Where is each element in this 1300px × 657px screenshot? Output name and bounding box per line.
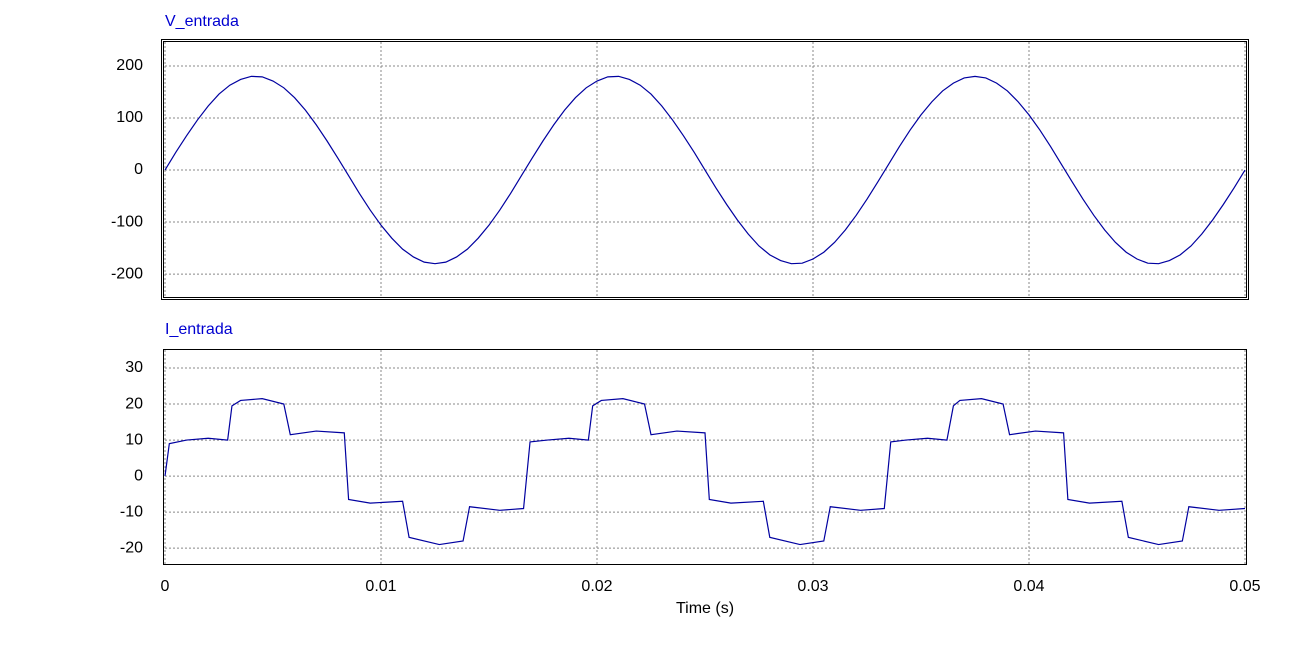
series-title: V_entrada [165,13,239,30]
x-tick-label: 0.02 [581,578,612,595]
series-line [164,75,1246,265]
plot-frame-outer [161,39,1249,300]
y-tick-label: 30 [125,359,143,376]
series-title: I_entrada [165,321,233,338]
y-tick-label: -20 [120,539,143,556]
x-tick-label: 0.01 [365,578,396,595]
x-tick-label: 0.03 [797,578,828,595]
x-tick-label: 0 [161,578,170,595]
y-tick-label: 100 [116,109,143,126]
x-tick-label: 0.05 [1229,578,1260,595]
x-tick-label: 0.04 [1013,578,1044,595]
y-tick-label: 0 [134,161,143,178]
y-tick-label: -10 [120,503,143,520]
y-tick-label: 20 [125,395,143,412]
series-line [164,398,1246,546]
plot-frame [163,41,1247,298]
x-axis-label: Time (s) [676,600,734,617]
plot-frame [163,349,1247,565]
y-tick-label: 200 [116,57,143,74]
y-tick-label: -200 [111,265,143,282]
y-tick-label: -100 [111,213,143,230]
y-tick-label: 10 [125,431,143,448]
y-tick-label: 0 [134,467,143,484]
